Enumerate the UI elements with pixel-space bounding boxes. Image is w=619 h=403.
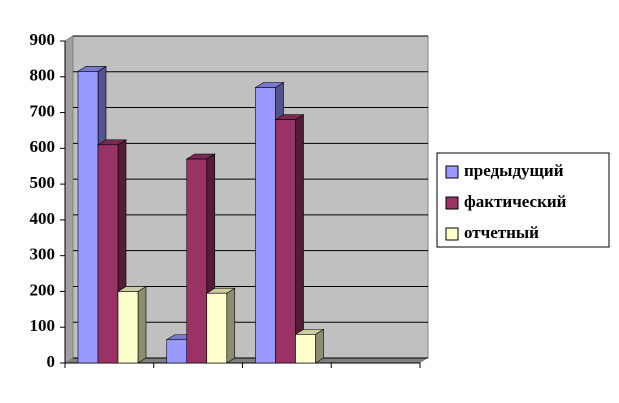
- legend-swatch: [445, 165, 459, 179]
- y-tick-label: 0: [47, 352, 56, 371]
- y-tick-label: 100: [30, 316, 56, 335]
- y-tick-label: 300: [30, 245, 56, 264]
- y-tick-label: 200: [30, 280, 56, 299]
- y-tick-label: 900: [30, 30, 56, 49]
- legend-label: предыдущий: [464, 161, 564, 180]
- legend-box: [436, 152, 610, 248]
- bar-side: [137, 285, 147, 364]
- bar-side: [295, 114, 304, 364]
- bar: [166, 339, 188, 364]
- y-tick-label: 700: [30, 101, 56, 120]
- bar: [97, 144, 119, 364]
- legend-swatch: [445, 227, 459, 241]
- bar: [77, 71, 99, 364]
- bar: [255, 87, 276, 364]
- bar: [275, 119, 296, 364]
- y-tick-label: 800: [30, 66, 56, 85]
- y-tick-label: 400: [30, 209, 56, 228]
- legend-label: отчетный: [464, 223, 539, 242]
- legend-label: фактический: [464, 192, 567, 211]
- y-tick-label: 600: [30, 137, 56, 156]
- bar: [117, 291, 139, 364]
- legend-swatch: [445, 196, 459, 210]
- bar: [295, 334, 316, 364]
- bar: [206, 292, 228, 364]
- y-tick-label: 500: [30, 173, 56, 192]
- bar: [186, 158, 208, 364]
- bar-side: [226, 287, 236, 364]
- side-wall: [64, 35, 74, 364]
- floor: [65, 358, 428, 363]
- bar-side: [315, 328, 324, 364]
